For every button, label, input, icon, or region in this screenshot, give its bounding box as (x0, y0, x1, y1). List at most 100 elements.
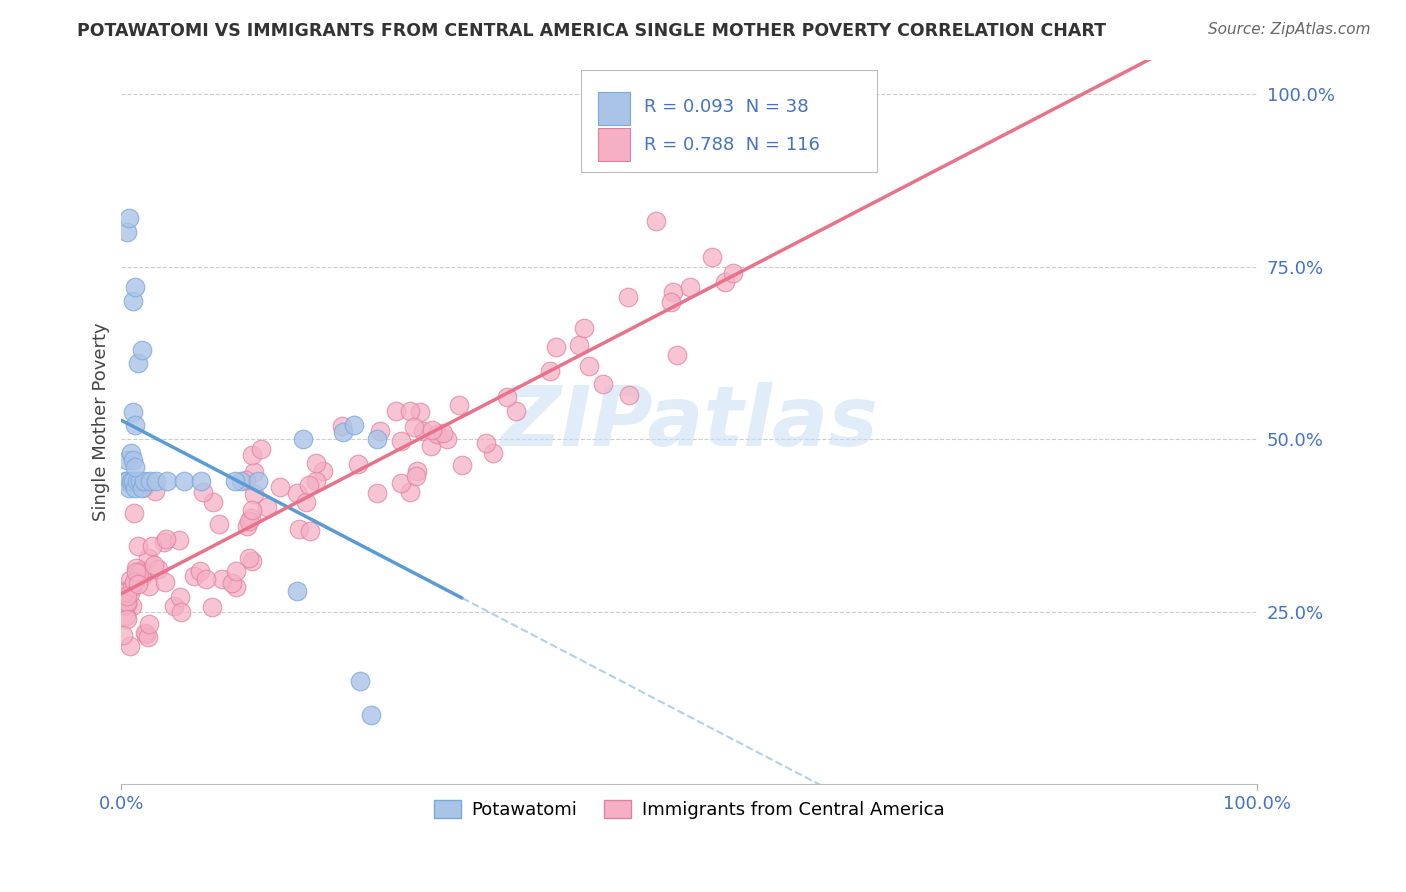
Point (143, 558, 166, 572)
Legend: Potawatomi, Immigrants from Central America: Potawatomi, Immigrants from Central Amer… (426, 792, 952, 826)
Point (121, 294, 143, 309)
Point (124, 418, 146, 433)
Point (162, 599, 184, 613)
Point (449, 398, 471, 412)
Point (128, 474, 150, 488)
Point (406, 464, 429, 478)
Point (111, 628, 134, 642)
Point (225, 580, 247, 594)
Point (118, 481, 141, 495)
Point (285, 485, 308, 500)
Point (127, 356, 149, 370)
Point (349, 673, 371, 688)
Point (298, 477, 321, 491)
Point (183, 569, 205, 583)
Point (115, 594, 138, 608)
Point (125, 566, 148, 580)
Point (124, 481, 146, 495)
Point (117, 597, 139, 611)
Point (201, 600, 224, 615)
Point (721, 266, 744, 280)
Point (399, 485, 422, 500)
Point (399, 403, 422, 417)
Point (170, 605, 193, 619)
Point (132, 479, 155, 493)
Point (146, 562, 169, 576)
Point (404, 420, 426, 434)
Point (190, 564, 212, 578)
Point (131, 481, 153, 495)
Point (420, 439, 443, 453)
Text: R = 0.788  N = 116: R = 0.788 N = 116 (644, 136, 820, 154)
Point (305, 474, 328, 488)
Point (700, 250, 723, 264)
Point (294, 495, 316, 509)
Point (412, 424, 434, 438)
Point (131, 564, 153, 578)
Point (118, 574, 141, 588)
Point (169, 590, 191, 604)
Point (287, 584, 309, 599)
Point (235, 473, 257, 487)
Point (122, 507, 145, 521)
Point (347, 457, 370, 471)
Point (482, 446, 505, 460)
Point (128, 565, 150, 579)
Point (121, 580, 143, 594)
Text: Source: ZipAtlas.com: Source: ZipAtlas.com (1208, 22, 1371, 37)
Point (343, 418, 366, 433)
Point (121, 405, 143, 419)
Point (115, 453, 138, 467)
Point (238, 551, 260, 566)
Point (125, 561, 148, 575)
Text: POTAWATOMI VS IMMIGRANTS FROM CENTRAL AMERICA SINGLE MOTHER POVERTY CORRELATION : POTAWATOMI VS IMMIGRANTS FROM CENTRAL AM… (77, 22, 1107, 40)
Point (389, 434, 412, 449)
FancyBboxPatch shape (599, 128, 630, 161)
Point (118, 640, 141, 654)
Point (451, 458, 474, 472)
Point (115, 608, 138, 623)
Point (156, 474, 179, 488)
Point (409, 405, 432, 419)
Point (153, 574, 176, 589)
Point (138, 551, 160, 566)
Point (574, 321, 596, 335)
Point (238, 514, 260, 528)
Point (124, 575, 146, 590)
Point (330, 418, 353, 433)
Point (292, 432, 315, 446)
Point (645, 214, 668, 228)
Point (256, 500, 278, 515)
Point (152, 534, 174, 549)
Point (269, 480, 291, 494)
Point (360, 708, 382, 723)
Point (662, 285, 685, 300)
Point (239, 511, 262, 525)
Point (138, 617, 160, 632)
Point (141, 539, 163, 553)
Point (127, 539, 149, 553)
Point (305, 456, 328, 470)
Point (568, 337, 591, 351)
Point (155, 532, 177, 546)
Point (202, 495, 225, 509)
Point (114, 585, 136, 599)
Point (288, 522, 311, 536)
Point (366, 485, 388, 500)
Point (714, 275, 737, 289)
Point (131, 570, 153, 584)
Point (422, 423, 444, 437)
Point (127, 577, 149, 591)
Point (617, 290, 640, 304)
Point (211, 572, 233, 586)
Point (195, 572, 218, 586)
Point (312, 464, 335, 478)
Point (332, 425, 354, 440)
Point (405, 469, 427, 483)
Point (115, 594, 138, 608)
FancyBboxPatch shape (581, 70, 876, 172)
Point (240, 448, 263, 462)
Point (368, 424, 391, 438)
Point (240, 554, 263, 568)
Point (115, 225, 138, 239)
